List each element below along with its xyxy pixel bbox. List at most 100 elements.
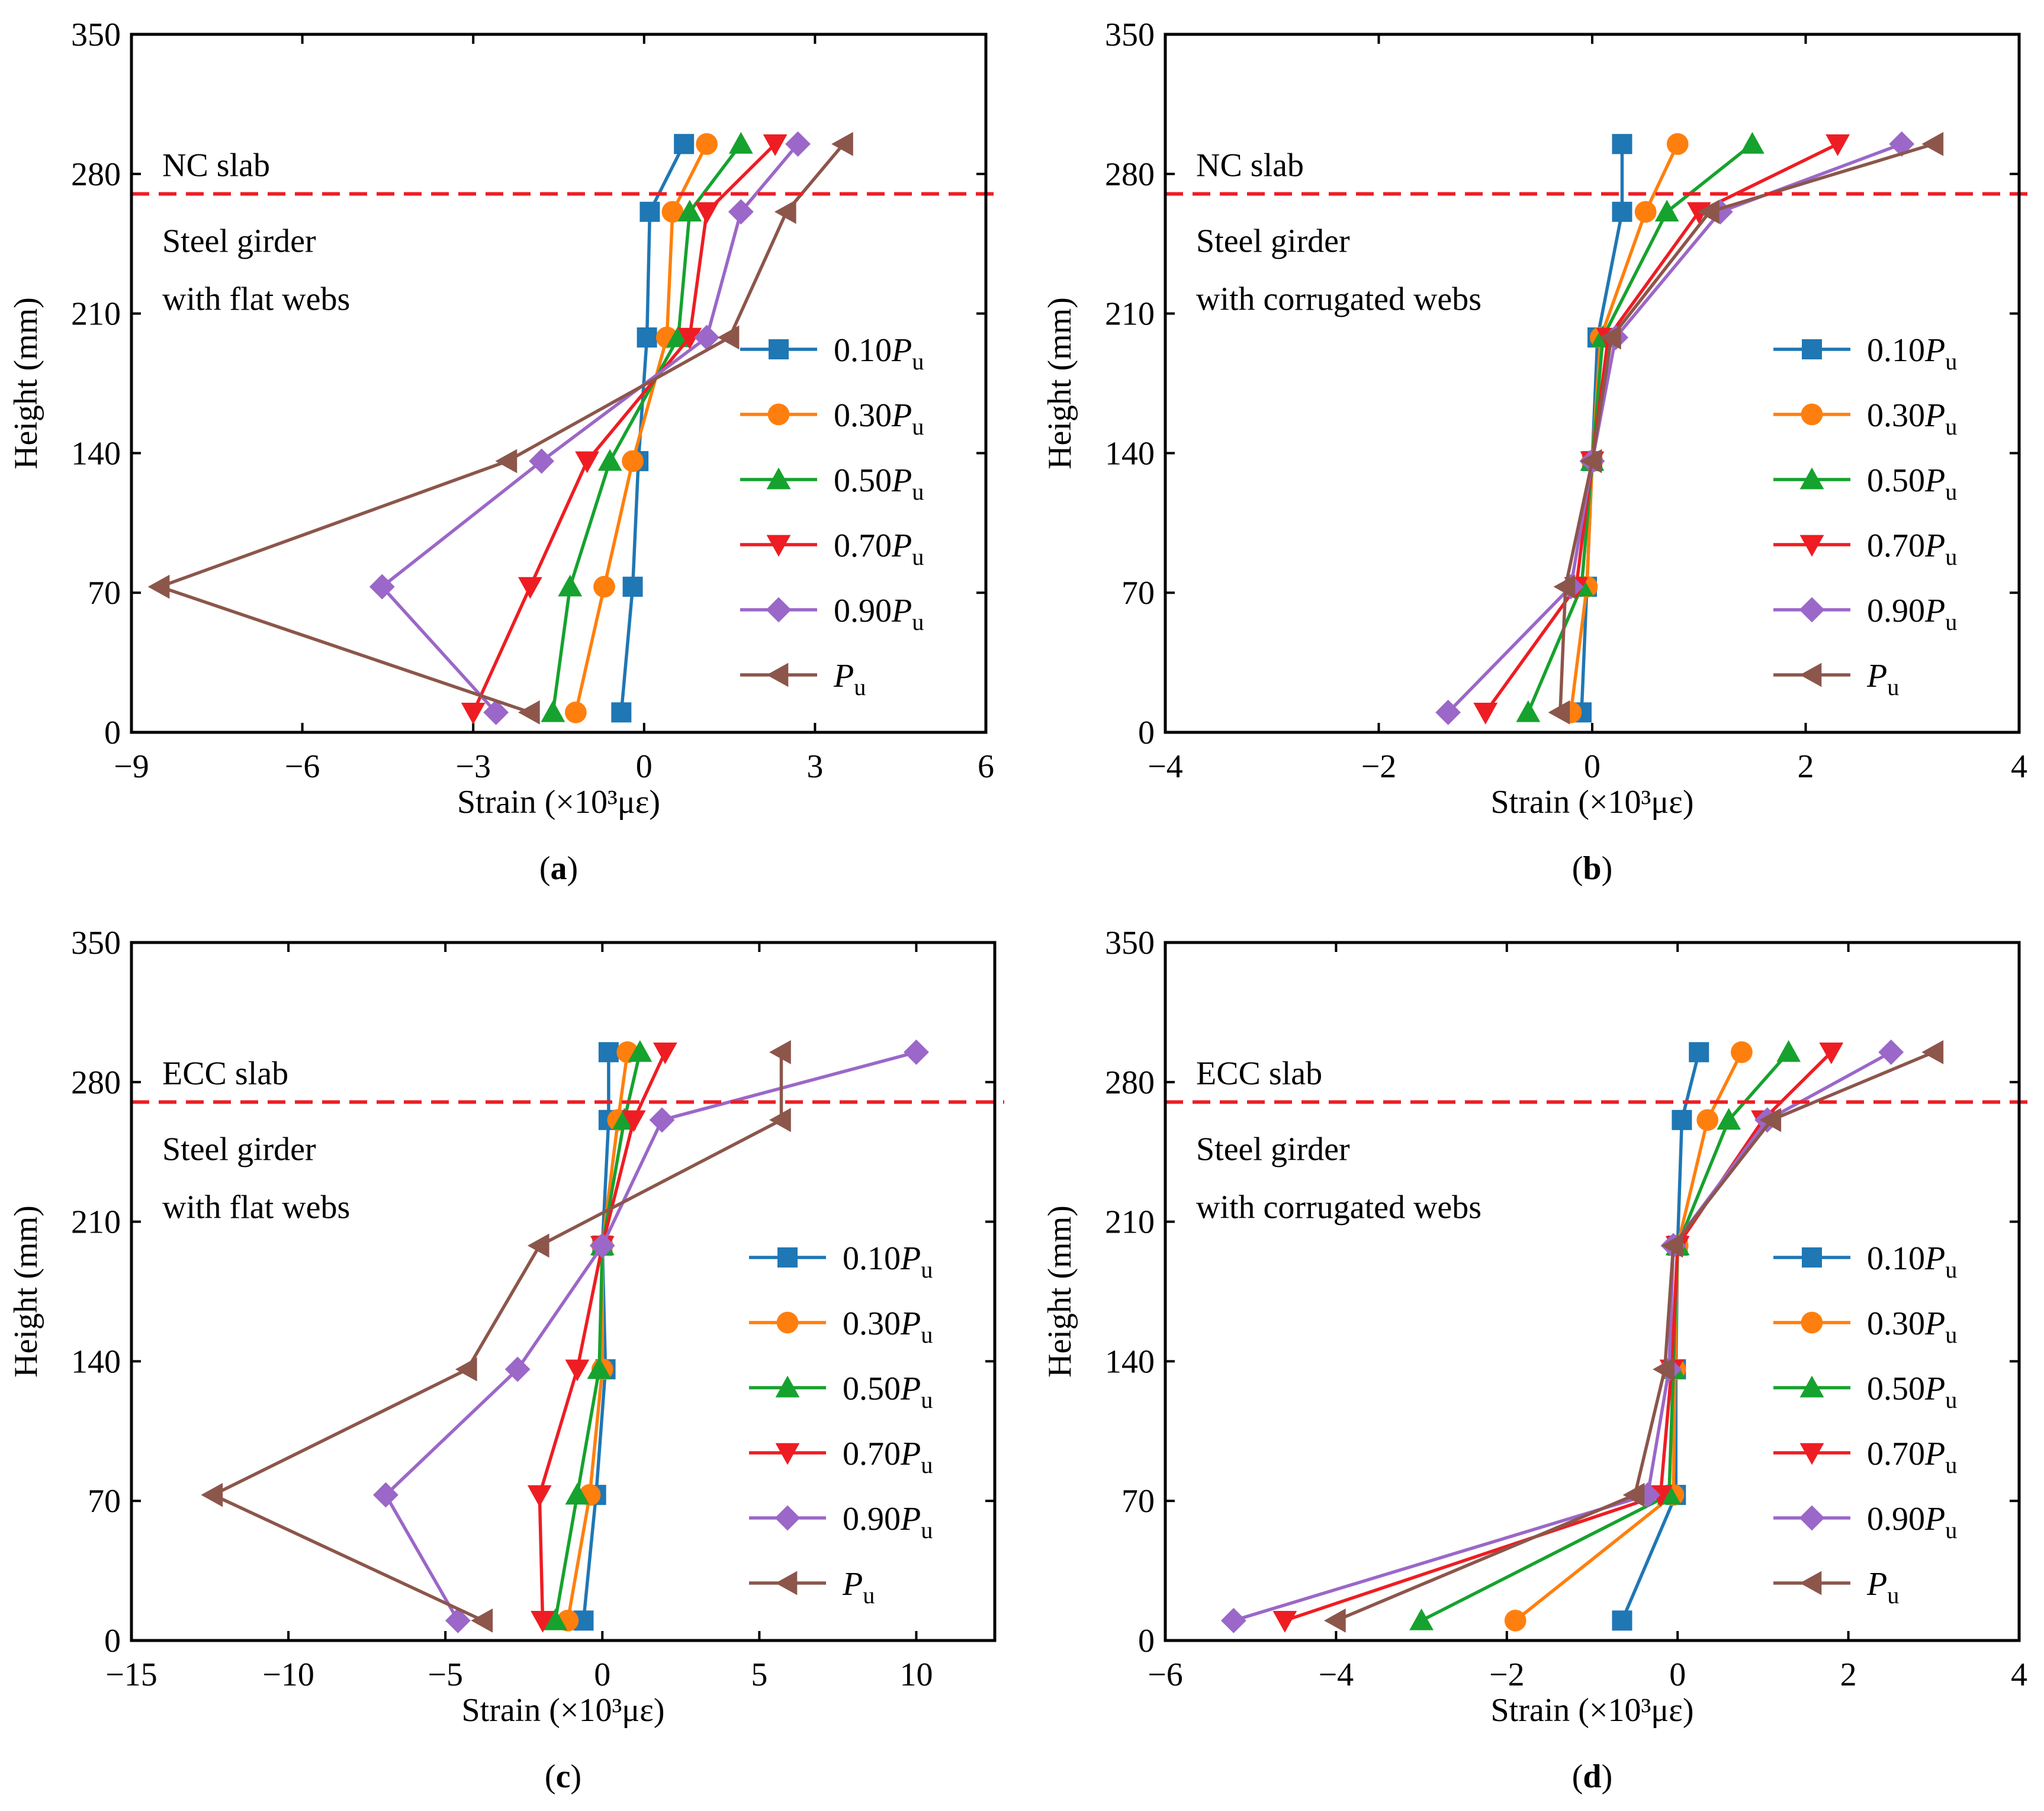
legend-load-subscript: u — [921, 1387, 933, 1413]
data-point — [543, 1608, 568, 1630]
legend-swatch-marker — [775, 1375, 800, 1398]
legend-load-ratio: 0.70 — [834, 527, 892, 564]
y-tick-label: 70 — [1121, 575, 1155, 612]
legend-load-symbol: P — [1924, 1240, 1945, 1277]
legend-load-subscript: u — [921, 1321, 933, 1348]
y-tick-label: 0 — [104, 715, 121, 751]
legend-item: Pu — [1773, 658, 1899, 700]
legend-load-ratio: 0.70 — [1867, 527, 1925, 564]
legend-label: 0.50Pu — [1867, 1371, 1957, 1413]
legend-load-ratio: 0.90 — [843, 1501, 901, 1537]
legend-load-subscript: u — [863, 1582, 875, 1609]
legend-load-subscript: u — [1945, 413, 1957, 440]
panel-caption: (d) — [1572, 1758, 1612, 1795]
y-tick-label: 350 — [71, 925, 121, 961]
series-line — [1447, 142, 1902, 714]
plot-frame — [130, 941, 997, 1642]
legend-load-subscript: u — [1887, 674, 1899, 700]
legend-load-symbol: P — [1924, 1436, 1945, 1472]
data-point — [728, 199, 754, 225]
data-point — [531, 1610, 555, 1633]
data-point — [483, 699, 509, 725]
legend-load-symbol: P — [1924, 527, 1945, 564]
x-tick-label: −2 — [1361, 748, 1397, 785]
data-point — [637, 327, 657, 348]
series-group — [1435, 131, 1944, 725]
legend-swatch-marker — [1799, 662, 1822, 687]
y-tick-label: 350 — [71, 17, 121, 53]
data-point — [565, 1482, 590, 1505]
series-line — [574, 143, 709, 713]
legend-label: 0.50Pu — [843, 1371, 933, 1413]
y-tick-label: 70 — [88, 1483, 121, 1520]
series-line — [1284, 1051, 1833, 1622]
data-point — [495, 449, 518, 474]
legend-load-symbol: P — [900, 1240, 921, 1277]
data-point — [1504, 1609, 1526, 1632]
panel-letter: d — [1583, 1758, 1601, 1795]
legend-load-symbol: P — [891, 332, 912, 369]
data-point — [611, 702, 632, 723]
legend-label: 0.70Pu — [1867, 527, 1957, 570]
series-line — [1580, 144, 1624, 713]
data-point — [621, 1110, 646, 1133]
legend-label: 0.10Pu — [1867, 332, 1957, 375]
girder-label-line-2: with corrugated webs — [1196, 1189, 1481, 1225]
panel-d: 0 70 140 210 280 350 −6 −4 −2 0 2 4 Stra… — [1042, 925, 2029, 1795]
legend-load-symbol: P — [1924, 332, 1945, 369]
legend-item: 0.10Pu — [749, 1240, 933, 1283]
data-point — [831, 131, 853, 156]
data-point — [1220, 1607, 1246, 1633]
data-point — [1548, 700, 1570, 725]
y-tick-label: 140 — [71, 1343, 121, 1380]
legend-swatch-marker — [1799, 467, 1824, 490]
data-point — [1653, 1357, 1675, 1382]
legend-item: 0.50Pu — [749, 1371, 933, 1413]
data-point — [565, 701, 587, 723]
legend-load-subscript: u — [1945, 609, 1957, 635]
legend-label: 0.10Pu — [834, 332, 924, 375]
series-group — [147, 131, 853, 725]
legend-load-symbol: P — [900, 1501, 921, 1537]
x-tick-label: −6 — [1148, 1656, 1183, 1693]
data-point — [527, 1233, 549, 1258]
data-point — [1612, 201, 1632, 222]
legend-load-ratio: 0.30 — [1867, 1305, 1925, 1342]
series-group — [201, 1039, 929, 1633]
x-tick-label: −4 — [1148, 748, 1183, 785]
data-point — [455, 1357, 477, 1382]
y-tick-label: 280 — [71, 156, 121, 193]
data-point — [1666, 133, 1689, 155]
girder-label-line-1: Steel girder — [1196, 223, 1350, 259]
x-tick-label: 0 — [1584, 748, 1601, 785]
series-line — [554, 1051, 642, 1621]
legend-swatch-marker — [766, 535, 791, 557]
legend-load-symbol: P — [1866, 658, 1887, 694]
x-tick-label: 3 — [806, 748, 823, 785]
y-tick-label: 70 — [88, 575, 121, 612]
legend-load-subscript: u — [921, 1452, 933, 1478]
legend-label: 0.90Pu — [843, 1501, 933, 1543]
data-point — [541, 700, 565, 722]
legend-item: Pu — [1773, 1566, 1899, 1609]
x-tick-label: 0 — [636, 748, 653, 785]
series-line — [471, 143, 776, 713]
data-point — [628, 1040, 653, 1062]
data-point — [558, 574, 583, 597]
data-point — [445, 1607, 471, 1633]
legend-load-subscript: u — [1945, 348, 1957, 375]
legend-load-symbol: P — [1866, 1566, 1887, 1603]
data-point — [763, 134, 788, 156]
legend-item: Pu — [740, 658, 866, 700]
y-tick-label: 210 — [71, 296, 121, 333]
y-tick-label: 210 — [1105, 1204, 1155, 1241]
legend: 0.10Pu 0.30Pu 0.50Pu 0.70Pu 0.90Pu Pu — [740, 332, 924, 700]
legend-label: 0.50Pu — [834, 462, 924, 505]
legend-swatch-marker — [777, 1247, 798, 1268]
legend-load-symbol: P — [891, 462, 912, 499]
slab-label: ECC slab — [1196, 1055, 1322, 1092]
slab-label: NC slab — [162, 147, 270, 184]
legend-item: 0.10Pu — [1773, 332, 1957, 375]
girder-label-line-1: Steel girder — [1196, 1131, 1350, 1167]
legend-swatch-marker — [1801, 403, 1823, 426]
